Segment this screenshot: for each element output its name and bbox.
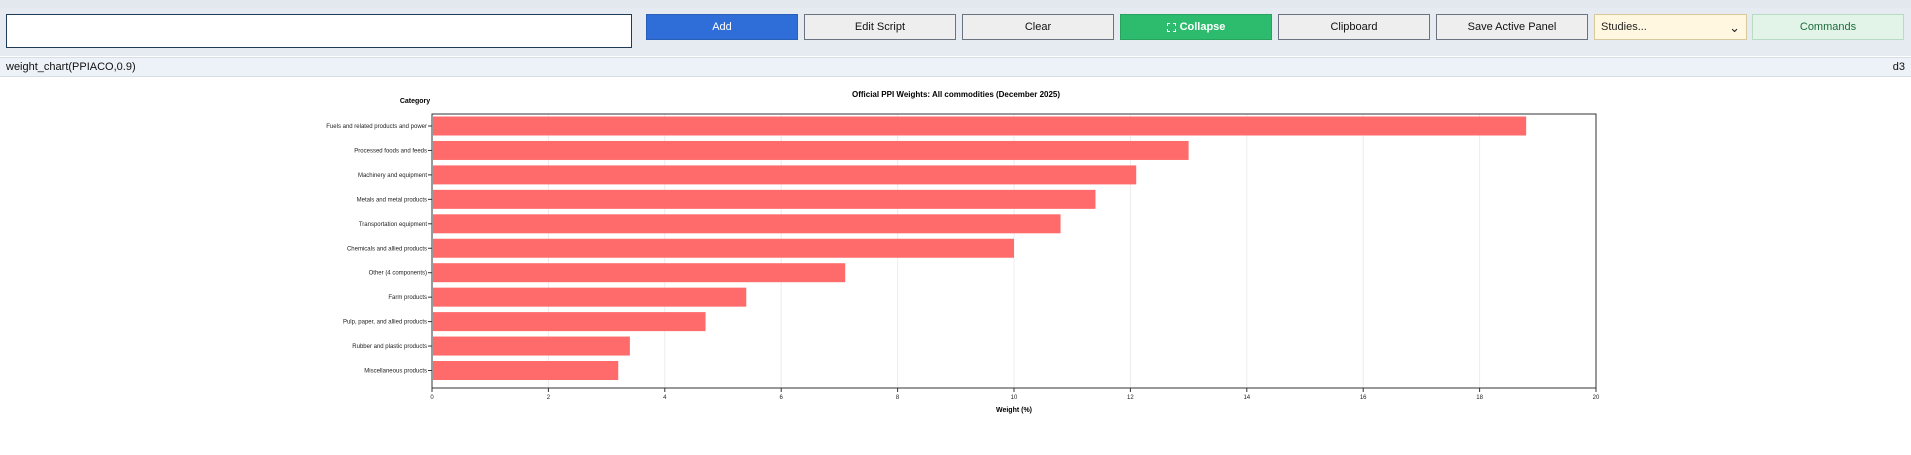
save-active-panel-button[interactable]: Save Active Panel [1436,14,1588,40]
category-label: Other (4 components) [369,271,427,277]
bar [433,140,1189,160]
x-tick-label: 16 [1360,395,1367,401]
command-input[interactable] [6,14,632,48]
bar [433,189,1096,209]
x-tick-label: 12 [1127,395,1134,401]
x-tick-label: 4 [663,395,667,401]
x-axis-label: Weight (%) [996,407,1032,414]
bar [433,336,630,356]
x-axis-ticks: 0 2 4 6 8 10 12 14 16 18 20 [430,388,1600,401]
add-button[interactable]: Add [646,14,798,40]
studies-select-value: Studies... [1601,21,1647,33]
collapse-icon [1166,22,1176,32]
bar [433,238,1014,258]
bar [433,361,619,380]
x-tick-label: 8 [896,395,900,401]
collapse-button[interactable]: Collapse [1120,14,1272,40]
category-label: Farm products [388,295,427,301]
panel-title: weight_chart(PPIACO,0.9) [6,61,136,73]
category-label: Rubber and plastic products [352,344,427,350]
x-tick-label: 14 [1243,395,1250,401]
bar [433,116,1527,136]
commands-button[interactable]: Commands [1752,14,1904,40]
bar [433,263,846,283]
category-label: Transportation equipment [359,222,427,228]
category-label: Processed foods and feeds [354,148,427,154]
edit-script-button[interactable]: Edit Script [804,14,956,40]
category-labels: Fuels and related products and power Proc… [326,124,432,375]
x-tick-label: 2 [547,395,551,401]
chart-title: Official PPI Weights: All commodities (D… [852,90,1060,99]
y-axis-label: Category [400,98,430,105]
bars [433,116,1527,380]
toolbar: Add Edit Script Clear Collapse Clipboard… [0,8,1911,56]
bar [433,214,1061,234]
bar-chart: Official PPI Weights: All commodities (D… [326,90,1600,414]
chevron-down-icon: ⌄ [1729,19,1740,35]
x-tick-label: 6 [780,395,784,401]
category-label: Chemicals and allied products [347,246,427,252]
bar [433,312,706,332]
x-tick-label: 18 [1476,395,1483,401]
category-label: Pulp, paper, and allied products [343,320,427,326]
x-tick-label: 0 [430,395,434,401]
panel-header: weight_chart(PPIACO,0.9) d3 [0,57,1911,77]
category-label: Machinery and equipment [358,173,427,179]
clear-button[interactable]: Clear [962,14,1114,40]
category-label: Metals and metal products [357,197,427,203]
studies-select[interactable]: Studies... ⌄ [1594,14,1747,40]
bar [433,165,1137,185]
category-label: Miscellaneous products [364,369,427,375]
collapse-label: Collapse [1179,21,1226,33]
x-tick-label: 10 [1011,395,1018,401]
clipboard-button[interactable]: Clipboard [1278,14,1430,40]
category-label: Fuels and related products and power [326,124,427,130]
bar [433,287,747,307]
panel-tag: d3 [1892,61,1905,73]
x-tick-label: 20 [1593,395,1600,401]
